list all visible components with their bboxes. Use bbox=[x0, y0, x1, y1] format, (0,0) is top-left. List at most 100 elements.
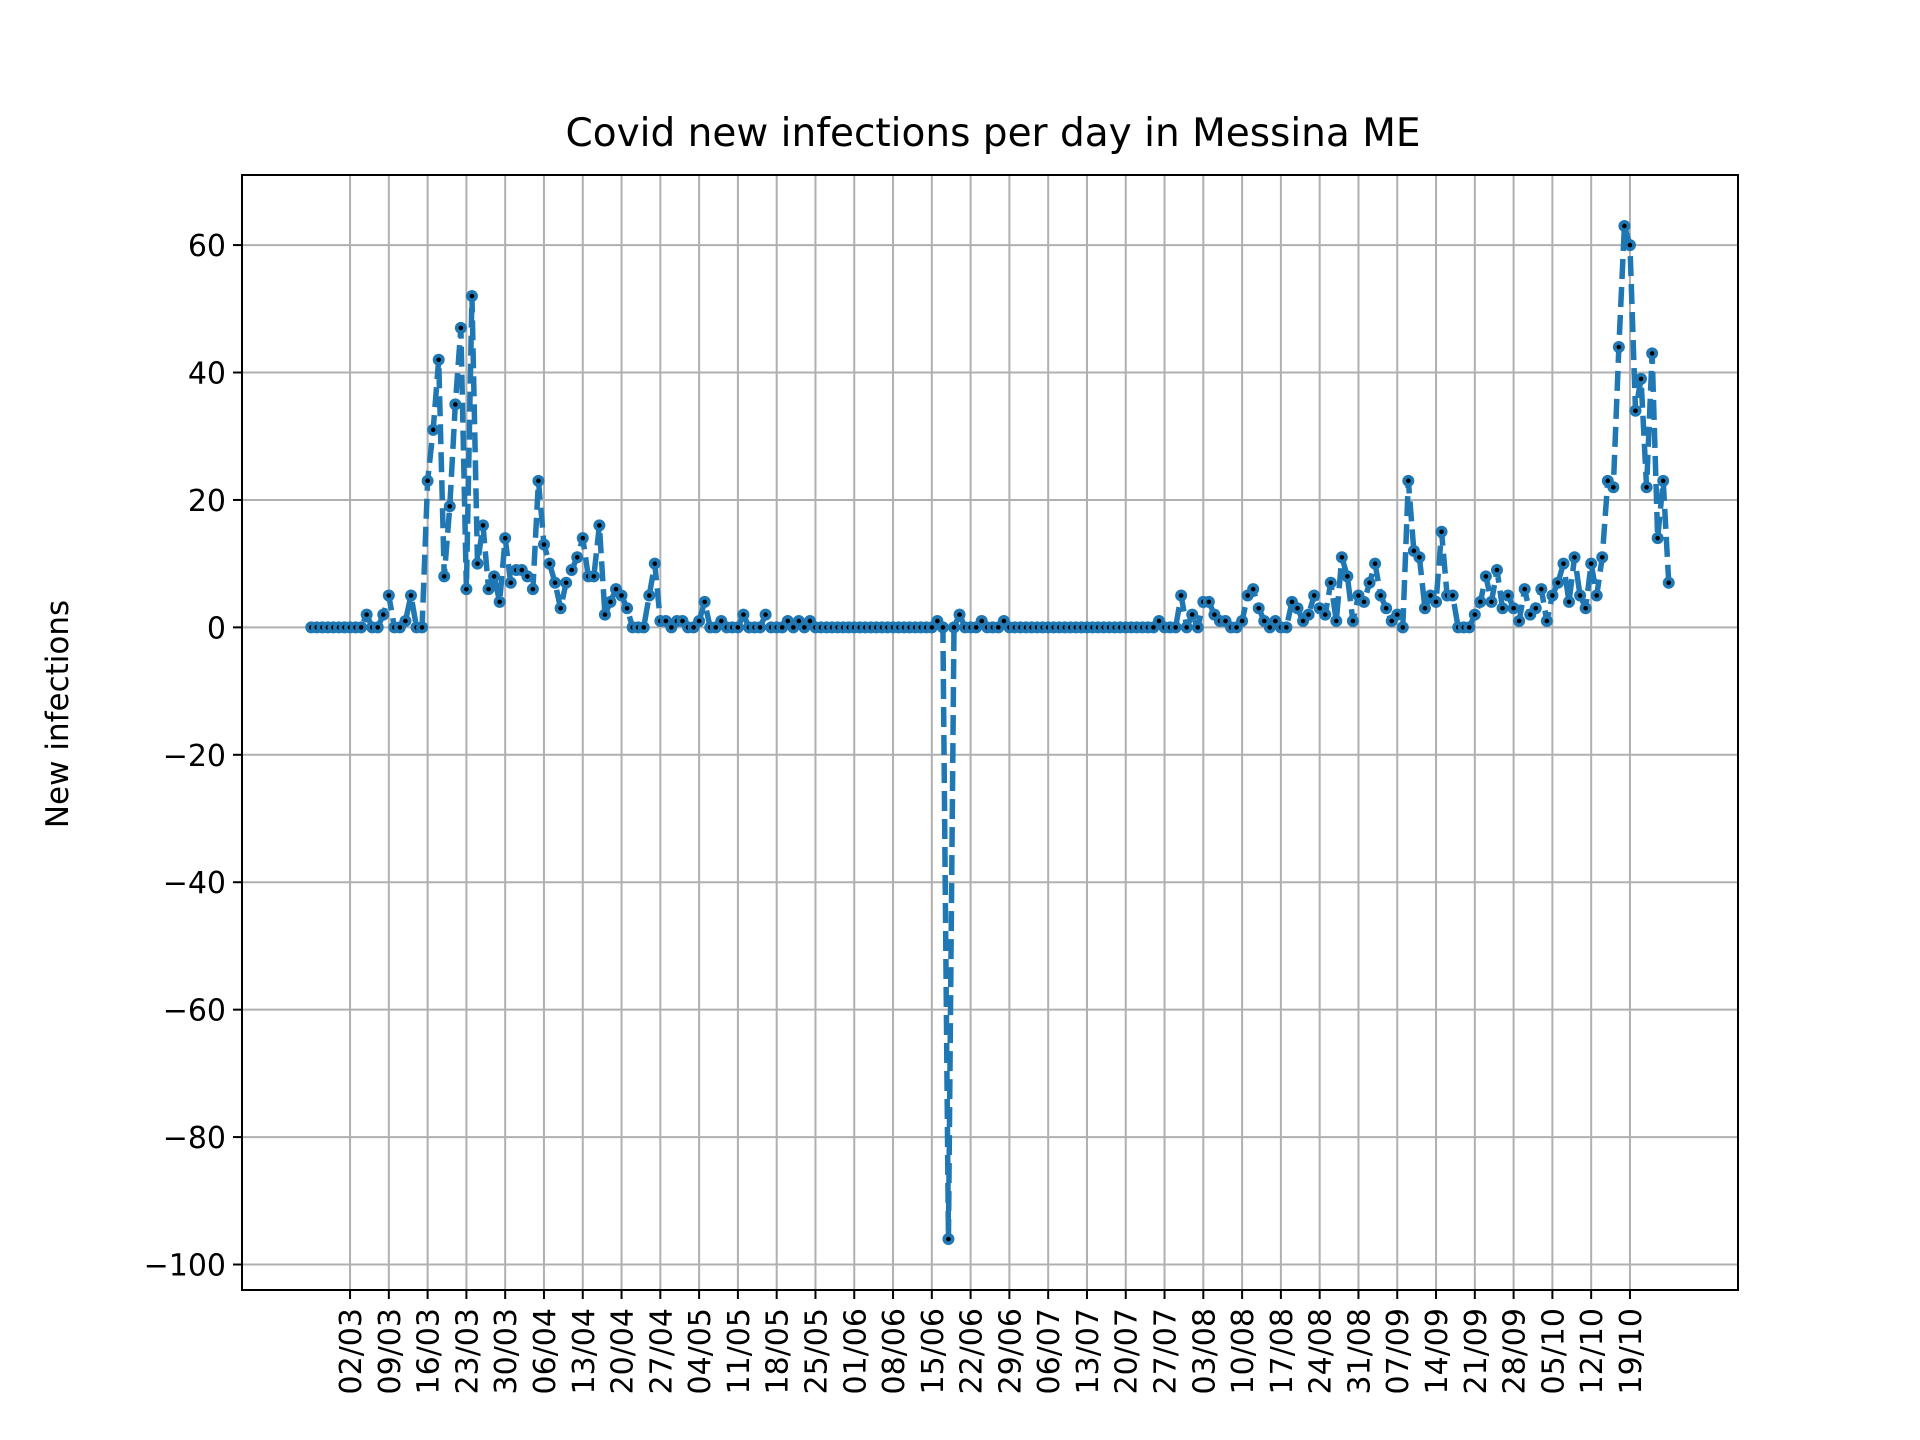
data-point-dot bbox=[1633, 408, 1638, 414]
plot-frame bbox=[241, 174, 1739, 1291]
x-tick-label: 09/03 bbox=[373, 1308, 408, 1394]
data-point-dot bbox=[1422, 605, 1428, 611]
y-axis-label: New infections bbox=[40, 600, 76, 828]
x-tick-label: 30/03 bbox=[489, 1308, 524, 1394]
data-point-dot bbox=[1505, 593, 1511, 598]
data-point-dot bbox=[547, 561, 552, 566]
data-point-dot bbox=[796, 618, 802, 624]
data-point-dot bbox=[1300, 618, 1306, 624]
chart-title: Covid new infections per day in Messina … bbox=[566, 111, 1421, 156]
data-point-dot bbox=[641, 625, 647, 630]
x-tick-label: 25/05 bbox=[799, 1308, 834, 1394]
data-point-dot bbox=[1638, 376, 1644, 382]
x-tick-label: 02/03 bbox=[334, 1308, 369, 1394]
data-point-dot bbox=[757, 625, 763, 630]
x-tick-label: 23/03 bbox=[450, 1308, 485, 1394]
data-point-dot bbox=[1001, 618, 1007, 624]
data-point-dot bbox=[785, 618, 791, 624]
data-point-dot bbox=[1394, 612, 1400, 617]
data-point-dot bbox=[525, 574, 530, 579]
data-point-dot bbox=[702, 599, 707, 605]
x-tick-label: 06/07 bbox=[1032, 1308, 1067, 1394]
data-point-dot bbox=[940, 625, 946, 630]
x-tick-label: 10/08 bbox=[1226, 1308, 1261, 1394]
data-point-dot bbox=[1588, 561, 1594, 566]
data-point-dot bbox=[1494, 567, 1500, 573]
data-point-dot bbox=[1500, 605, 1505, 611]
data-point-dot bbox=[1649, 351, 1655, 356]
x-tick-label: 24/08 bbox=[1304, 1308, 1339, 1394]
data-point-dot bbox=[497, 599, 502, 605]
x-tick-label: 15/06 bbox=[916, 1308, 951, 1394]
x-tick-label: 08/06 bbox=[877, 1308, 912, 1394]
data-point-dot bbox=[419, 625, 425, 630]
x-tick-label: 27/07 bbox=[1149, 1308, 1184, 1394]
data-point-dot bbox=[558, 605, 563, 611]
data-point-dot bbox=[1311, 593, 1317, 598]
data-point-dot bbox=[1372, 561, 1378, 566]
data-point-dot bbox=[1527, 612, 1533, 617]
data-point-dot bbox=[1206, 599, 1212, 605]
data-point-dot bbox=[979, 618, 984, 624]
data-point-dot bbox=[1289, 599, 1295, 605]
data-point-dot bbox=[946, 1236, 951, 1242]
data-point-dot bbox=[1173, 625, 1178, 630]
data-point-dot bbox=[1433, 599, 1439, 605]
data-point-dot bbox=[973, 625, 979, 630]
data-point-dot bbox=[1245, 593, 1250, 598]
data-point-dot bbox=[935, 618, 940, 624]
data-point-dot bbox=[580, 535, 586, 541]
data-point-dot bbox=[436, 357, 441, 363]
data-point-dot bbox=[1411, 548, 1417, 554]
data-point-dot bbox=[1234, 625, 1239, 630]
data-point-dot bbox=[929, 625, 935, 630]
data-point-dot bbox=[1466, 625, 1472, 630]
data-point-dot bbox=[1417, 554, 1422, 560]
data-point-dot bbox=[380, 612, 386, 617]
data-point-dot bbox=[613, 586, 619, 592]
data-point-dot bbox=[735, 625, 741, 630]
data-point-dot bbox=[1539, 586, 1544, 592]
grid bbox=[242, 175, 1738, 1290]
data-point-dot bbox=[375, 625, 381, 630]
data-point-dot bbox=[458, 325, 464, 331]
data-point-dot bbox=[519, 567, 525, 573]
data-point-dot bbox=[1295, 605, 1300, 611]
x-tick-label: 29/06 bbox=[993, 1308, 1028, 1394]
data-point-dot bbox=[1184, 625, 1189, 630]
data-point-dot bbox=[469, 293, 475, 299]
y-tick-label: −100 bbox=[144, 1249, 226, 1284]
data-point-dot bbox=[1478, 599, 1483, 605]
data-point-dot bbox=[453, 402, 458, 407]
data-point-dot bbox=[425, 478, 430, 484]
data-point-dot bbox=[779, 625, 785, 630]
data-point-dot bbox=[1583, 605, 1588, 611]
data-point-dot bbox=[1550, 593, 1555, 598]
data-point-dot bbox=[386, 593, 392, 598]
data-point-dot bbox=[1450, 593, 1455, 598]
x-tick-label: 06/04 bbox=[528, 1308, 563, 1394]
data-point-dot bbox=[1555, 580, 1561, 586]
data-point-dot bbox=[1223, 618, 1228, 624]
data-point-dot bbox=[1561, 561, 1566, 566]
data-point-dot bbox=[1666, 580, 1672, 586]
data-point-dot bbox=[491, 574, 497, 579]
y-tick-label: 40 bbox=[188, 357, 226, 392]
y-tick-label: −60 bbox=[163, 994, 226, 1029]
data-point-dot bbox=[624, 605, 630, 611]
data-point-dot bbox=[1178, 593, 1184, 598]
data-point-dot bbox=[652, 561, 658, 566]
x-tick-label: 05/10 bbox=[1536, 1308, 1571, 1394]
data-point-dot bbox=[430, 427, 436, 433]
series-line bbox=[311, 223, 1672, 1242]
series-layer bbox=[311, 223, 1672, 1242]
x-tick-label: 14/09 bbox=[1420, 1308, 1455, 1394]
x-tick-label: 21/09 bbox=[1459, 1308, 1494, 1394]
data-point-dot bbox=[397, 625, 403, 630]
data-point-dot bbox=[403, 618, 408, 624]
data-point-dot bbox=[464, 586, 469, 592]
ticks: −100 −80 −60 −40 −20 0 20 40 60 02/03 09/03 16/03 23… bbox=[144, 229, 1649, 1394]
data-point-dot bbox=[508, 580, 514, 586]
